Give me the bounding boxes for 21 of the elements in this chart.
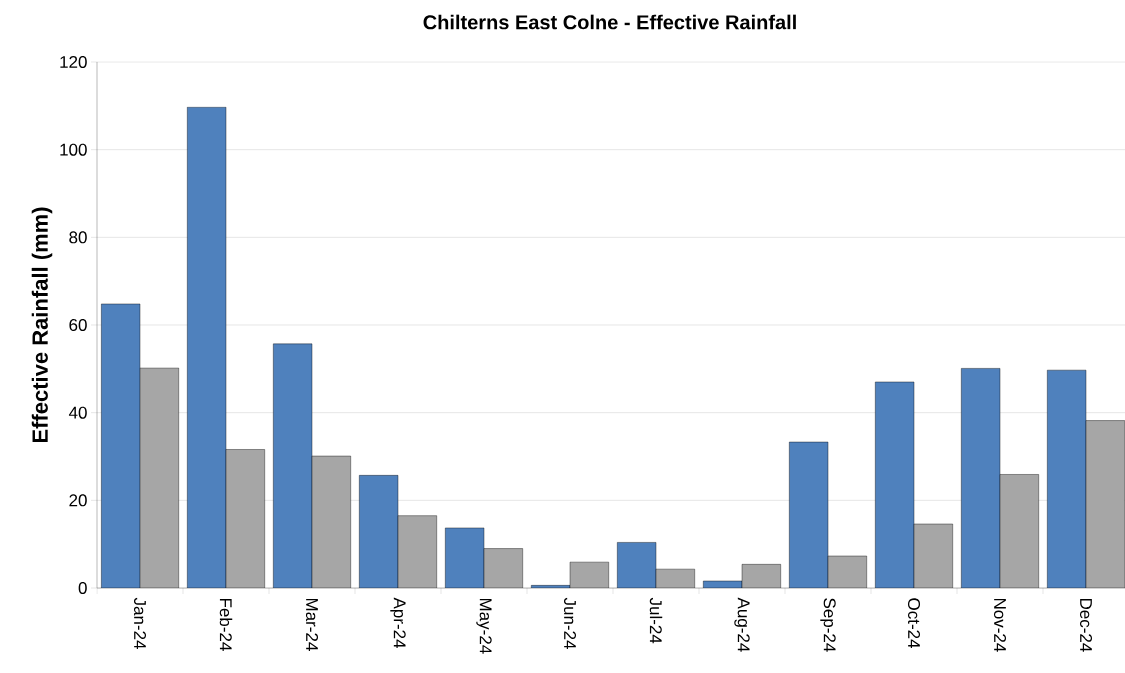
x-tick-label: Dec-24 [1079,598,1093,652]
x-tick-label: Oct-24 [907,598,921,649]
y-axis-title: Effective Rainfall (mm) [31,207,53,443]
x-tick-label: Nov-24 [993,598,1007,652]
y-tick-label: 120 [60,55,87,69]
x-tick-label: Mar-24 [305,598,319,651]
x-tick-label: Feb-24 [219,598,233,651]
x-tick-label: Jul-24 [649,597,663,644]
x-tick-label: Jun-24 [563,597,577,650]
x-tick-label: Apr-24 [390,597,406,649]
y-tick-label: 80 [69,231,87,244]
x-tick-label: Sep-24 [820,598,836,652]
y-tick-label: 0 [78,581,87,595]
y-tick-label: 20 [69,494,87,507]
x-tick-label: Jan-24 [133,597,147,650]
y-tick-label: 40 [68,406,87,419]
y-tick-label: 60 [69,318,87,332]
y-tick-label: 100 [60,143,87,156]
chart-title: Chilterns East Colne - Effective Rainfall [423,14,796,30]
x-tick-label: Aug-24 [734,597,750,652]
x-tick-label: May-24 [476,598,492,654]
